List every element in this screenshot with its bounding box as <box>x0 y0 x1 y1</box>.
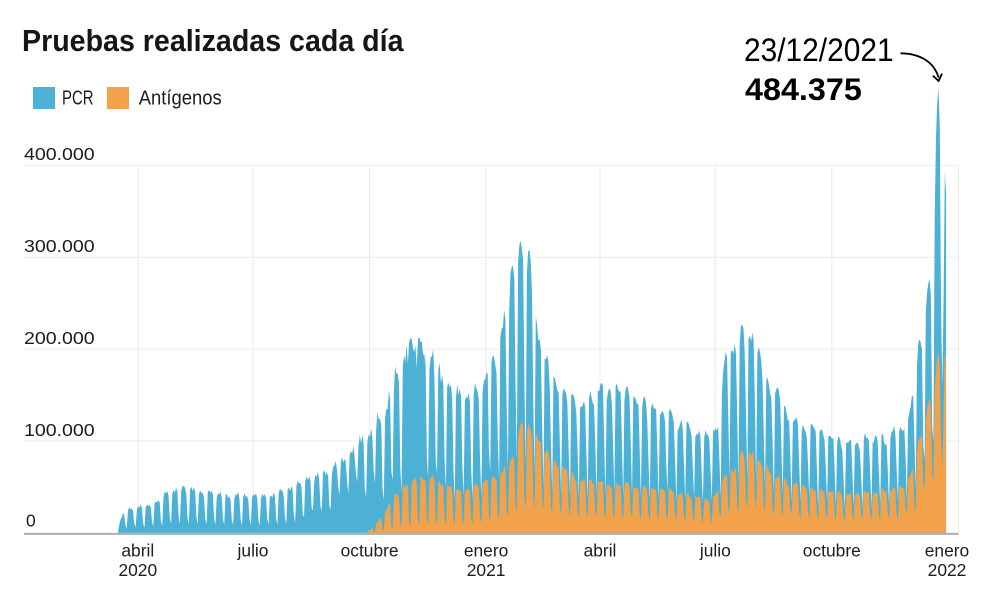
svg-text:Pruebas realizadas cada día: Pruebas realizadas cada día <box>22 23 404 58</box>
svg-text:enero: enero <box>925 541 969 561</box>
svg-text:400.000: 400.000 <box>24 144 95 164</box>
svg-text:julio: julio <box>237 541 269 561</box>
svg-text:PCR: PCR <box>62 87 94 110</box>
svg-text:abril: abril <box>121 541 154 561</box>
svg-text:Antígenos: Antígenos <box>139 87 222 110</box>
svg-text:23/12/2021: 23/12/2021 <box>744 32 894 68</box>
svg-text:2022: 2022 <box>928 560 967 580</box>
svg-text:200.000: 200.000 <box>24 328 95 348</box>
svg-text:octubre: octubre <box>341 541 399 561</box>
svg-text:0: 0 <box>26 511 36 531</box>
svg-text:2021: 2021 <box>467 560 506 580</box>
svg-text:octubre: octubre <box>803 541 861 561</box>
svg-text:julio: julio <box>699 541 731 561</box>
svg-text:2020: 2020 <box>118 560 157 580</box>
svg-text:abril: abril <box>584 541 617 561</box>
svg-text:300.000: 300.000 <box>24 236 95 256</box>
svg-text:100.000: 100.000 <box>24 420 95 440</box>
svg-text:enero: enero <box>464 541 508 561</box>
svg-text:484.375: 484.375 <box>745 71 862 107</box>
